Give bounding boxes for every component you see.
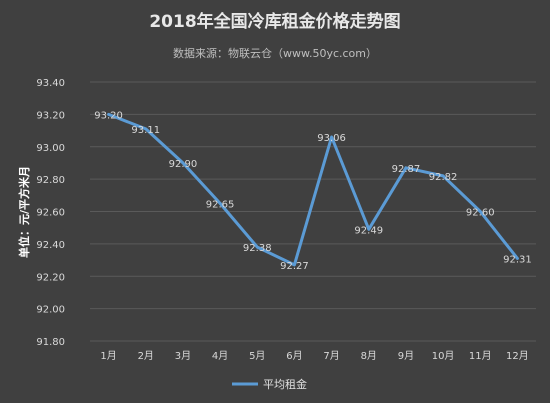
x-tick-label: 10月 — [432, 350, 455, 362]
x-tick-label: 11月 — [469, 350, 492, 362]
y-tick-label: 91.80 — [36, 337, 65, 348]
data-label: 92.87 — [392, 164, 421, 175]
x-tick-label: 2月 — [138, 350, 154, 362]
data-label: 93.20 — [94, 110, 123, 121]
data-label: 92.60 — [466, 208, 495, 219]
x-tick-label: 1月 — [100, 350, 116, 362]
data-label: 93.11 — [131, 125, 160, 136]
x-tick-label: 6月 — [286, 350, 302, 362]
data-label: 92.90 — [169, 159, 198, 170]
data-label: 92.31 — [503, 254, 532, 265]
x-tick-label: 5月 — [249, 350, 265, 362]
series-line-average-rent — [107, 112, 519, 267]
y-tick-label: 92.20 — [36, 272, 65, 283]
x-tick-label: 8月 — [361, 350, 377, 362]
y-axis-label: 单位：元/平方米月 — [17, 166, 31, 258]
y-tick-label: 92.00 — [36, 305, 65, 316]
y-tick-label: 93.40 — [36, 78, 65, 89]
x-tick-label: 9月 — [398, 350, 414, 362]
x-tick-label: 3月 — [175, 350, 191, 362]
x-tick-label: 4月 — [212, 350, 228, 362]
data-label: 92.27 — [280, 261, 309, 272]
x-tick-label: 7月 — [323, 350, 339, 362]
y-tick-label: 93.20 — [36, 110, 65, 121]
data-label: 92.49 — [354, 225, 383, 236]
x-tick-label: 12月 — [506, 350, 529, 362]
y-tick-label: 92.60 — [36, 208, 65, 219]
chart-subtitle: 数据来源：物联云仓（www.50yc.com） — [173, 46, 377, 60]
series-layer — [107, 112, 519, 267]
legend: 平均租金 — [232, 377, 307, 391]
y-tick-label: 93.00 — [36, 143, 65, 154]
legend-label: 平均租金 — [263, 377, 307, 391]
y-tick-label: 92.40 — [36, 240, 65, 251]
chart-title: 2018年全国冷库租金价格走势图 — [149, 11, 400, 32]
data-label: 93.06 — [317, 133, 346, 144]
x-axis-ticks: 1月 2月 3月 4月 5月 6月 7月 8月 9月 10月 11月 12月 — [100, 350, 528, 362]
data-label: 92.38 — [243, 243, 272, 254]
data-label: 92.82 — [429, 172, 458, 183]
y-tick-label: 92.80 — [36, 175, 65, 186]
y-axis-ticks: 91.80 92.00 92.20 92.40 92.60 92.80 93.00 93.20… — [36, 78, 65, 348]
data-label: 92.65 — [206, 199, 235, 210]
data-labels: 93.20 93.11 92.90 92.65 92.38 92.27 93.06 92.49… — [94, 110, 531, 272]
